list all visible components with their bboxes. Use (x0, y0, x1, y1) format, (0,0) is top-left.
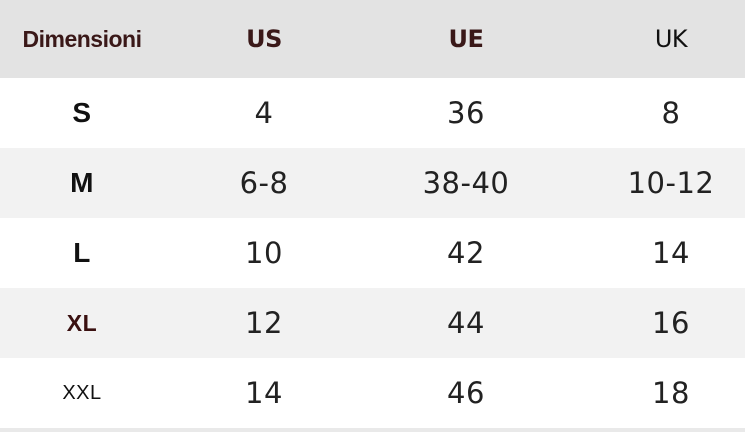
header-cell: UE (448, 25, 484, 53)
size-value: 16 (652, 306, 690, 340)
size-value: 10-12 (627, 166, 715, 200)
size-label: L (73, 237, 91, 268)
size-value: 12 (245, 306, 283, 340)
table-row: XL 12 44 16 (0, 288, 745, 358)
size-label: S (72, 97, 92, 128)
header-cell: US (246, 25, 282, 53)
size-value: 8 (661, 96, 681, 130)
header-row: Dimensioni US UE UK (0, 0, 745, 78)
size-value: 14 (652, 236, 690, 270)
size-value: 42 (447, 236, 485, 270)
size-value: 6-8 (239, 166, 289, 200)
size-value: 18 (652, 376, 690, 410)
size-label: XXL (62, 381, 102, 404)
size-label: M (70, 167, 94, 198)
size-value: 46 (447, 376, 485, 410)
size-label: XL (66, 309, 98, 336)
size-value: 14 (245, 376, 283, 410)
size-value: 38-40 (422, 166, 510, 200)
size-value: 44 (447, 306, 485, 340)
table-row: S 4 36 8 (0, 78, 745, 148)
size-value: 36 (447, 96, 485, 130)
header-cell: Dimensioni (22, 25, 142, 52)
size-value: 10 (245, 236, 283, 270)
table-row: XXL 14 46 18 (0, 358, 745, 428)
table-row: L 10 42 14 (0, 218, 745, 288)
header-cell: UK (654, 25, 688, 53)
size-value: 4 (254, 96, 274, 130)
table-row: M 6-8 38-40 10-12 (0, 148, 745, 218)
